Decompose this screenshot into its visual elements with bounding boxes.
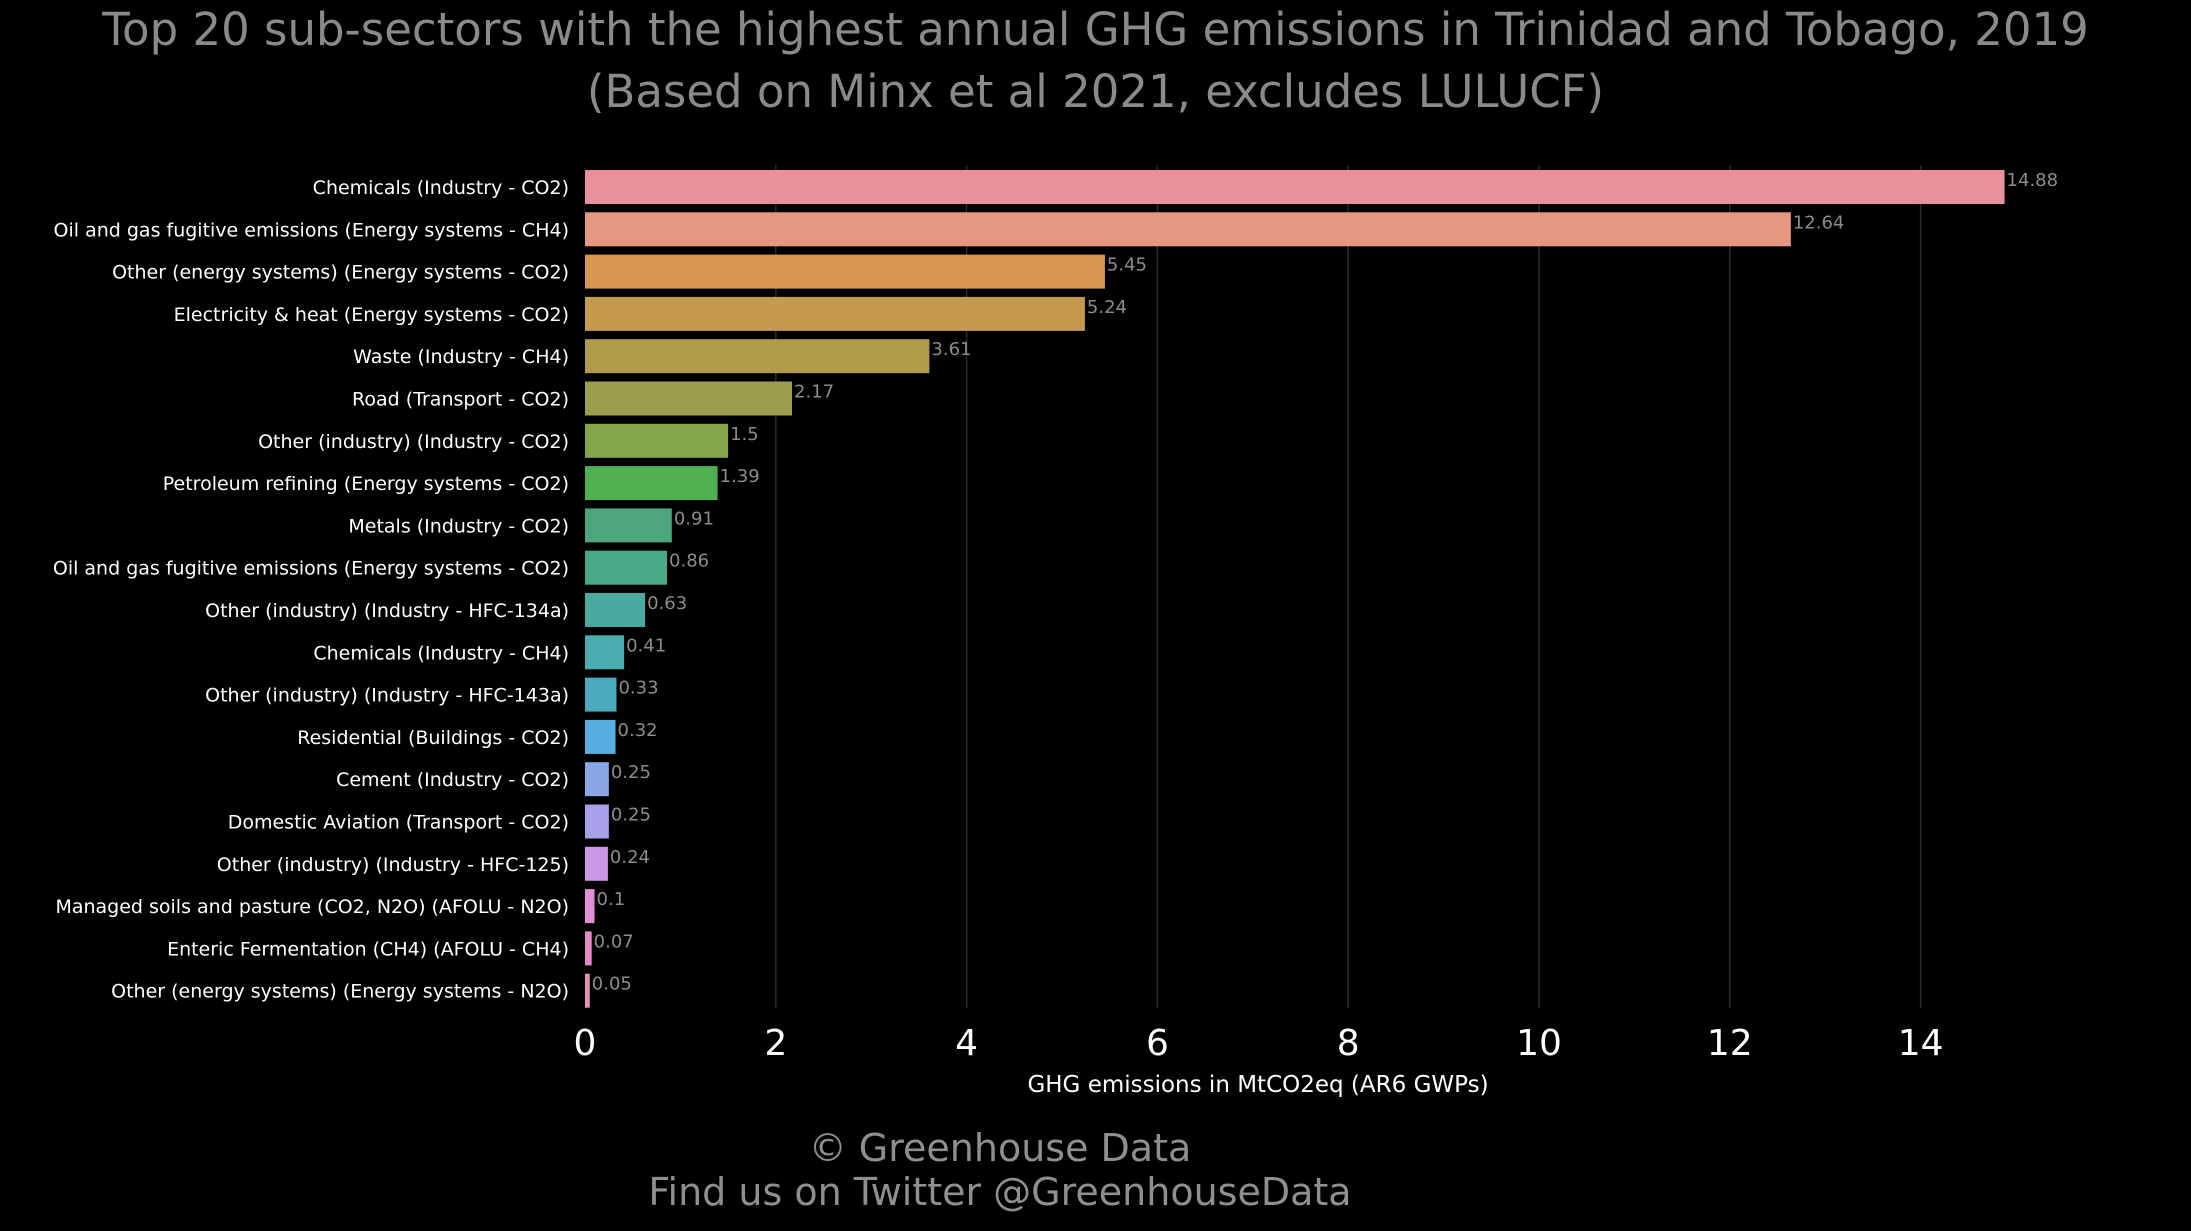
chart-title: Top 20 sub-sectors with the highest annu… bbox=[102, 3, 2089, 56]
x-axis-title: GHG emissions in MtCO2eq (AR6 GWPs) bbox=[1027, 1072, 1488, 1098]
bar bbox=[585, 635, 625, 670]
x-tick-label: 12 bbox=[1707, 1023, 1753, 1064]
category-label: Residential (Buildings - CO2) bbox=[297, 727, 569, 749]
bar bbox=[585, 846, 608, 881]
x-tick-label: 6 bbox=[1146, 1023, 1169, 1064]
bar bbox=[585, 170, 2005, 204]
x-tick-label: 4 bbox=[955, 1023, 978, 1064]
value-label: 0.91 bbox=[674, 508, 714, 529]
bar bbox=[585, 973, 590, 1008]
value-label: 0.25 bbox=[611, 805, 651, 826]
category-label: Oil and gas fugitive emissions (Energy s… bbox=[54, 219, 569, 241]
chart-subtitle: (Based on Minx et al 2021, excludes LULU… bbox=[586, 65, 1605, 118]
value-label: 5.45 bbox=[1107, 255, 1147, 276]
category-label: Domestic Aviation (Transport - CO2) bbox=[228, 812, 569, 834]
value-label: 0.86 bbox=[669, 551, 709, 572]
value-label: 0.25 bbox=[611, 762, 651, 783]
bar bbox=[585, 212, 1791, 247]
bar bbox=[585, 254, 1105, 289]
value-label: 0.33 bbox=[618, 678, 658, 699]
bar bbox=[585, 677, 617, 712]
category-label: Metals (Industry - CO2) bbox=[348, 515, 569, 537]
category-label: Road (Transport - CO2) bbox=[352, 389, 569, 411]
value-label: 0.24 bbox=[610, 847, 650, 868]
category-labels: Chemicals (Industry - CO2) Oil and gas fu… bbox=[53, 177, 569, 1003]
category-label: Petroleum refining (Energy systems - CO2… bbox=[163, 473, 569, 495]
bars bbox=[585, 170, 2005, 1008]
x-axis-ticks: 0 2 4 6 8 10 12 14 bbox=[574, 1023, 1944, 1064]
bar bbox=[585, 593, 646, 627]
bar bbox=[585, 762, 609, 797]
category-label: Enteric Fermentation (CH4) (AFOLU - CH4) bbox=[167, 938, 569, 960]
value-label: 1.39 bbox=[720, 466, 760, 487]
value-label: 0.32 bbox=[618, 720, 658, 741]
twitter-credit-line: Find us on Twitter @GreenhouseData bbox=[648, 1170, 1352, 1214]
category-label: Other (industry) (Industry - HFC-143a) bbox=[205, 685, 569, 707]
value-label: 0.41 bbox=[626, 635, 666, 656]
bar bbox=[585, 466, 718, 501]
value-label: 0.63 bbox=[647, 593, 687, 614]
x-tick-label: 2 bbox=[764, 1023, 787, 1064]
category-label: Other (industry) (Industry - CO2) bbox=[258, 431, 569, 453]
category-label: Chemicals (Industry - CO2) bbox=[313, 177, 569, 199]
x-tick-label: 14 bbox=[1898, 1023, 1944, 1064]
category-label: Other (energy systems) (Energy systems -… bbox=[111, 981, 569, 1003]
value-label: 12.64 bbox=[1793, 212, 1845, 233]
bar bbox=[585, 423, 729, 458]
category-label: Other (industry) (Industry - HFC-125) bbox=[217, 854, 569, 876]
category-label: Other (energy systems) (Energy systems -… bbox=[112, 262, 569, 284]
value-label: 1.5 bbox=[730, 424, 759, 445]
bar bbox=[585, 381, 793, 416]
value-label: 14.88 bbox=[2007, 170, 2059, 191]
category-label: Cement (Industry - CO2) bbox=[336, 769, 569, 791]
category-label: Managed soils and pasture (CO2, N2O) (AF… bbox=[55, 896, 569, 918]
value-label: 0.05 bbox=[592, 974, 632, 995]
credit-line: © Greenhouse Data bbox=[808, 1126, 1192, 1170]
value-label: 0.1 bbox=[597, 889, 626, 910]
value-labels: 14.88 12.64 5.45 5.24 3.61 2.17 1.5 1.39 0.91 0.8… bbox=[592, 170, 2058, 995]
category-label: Chemicals (Industry - CH4) bbox=[313, 642, 569, 664]
category-label: Oil and gas fugitive emissions (Energy s… bbox=[53, 558, 569, 580]
bar bbox=[585, 931, 592, 966]
bar bbox=[585, 719, 616, 754]
category-label: Waste (Industry - CH4) bbox=[353, 346, 569, 368]
value-label: 3.61 bbox=[931, 339, 971, 360]
bar bbox=[585, 339, 930, 374]
bar bbox=[585, 550, 668, 585]
bar bbox=[585, 296, 1085, 331]
x-tick-label: 8 bbox=[1337, 1023, 1360, 1064]
bar bbox=[585, 889, 595, 924]
x-tick-label: 10 bbox=[1516, 1023, 1562, 1064]
value-label: 2.17 bbox=[794, 382, 834, 403]
gridlines bbox=[775, 165, 1922, 1008]
x-tick-label: 0 bbox=[574, 1023, 597, 1064]
category-label: Electricity & heat (Energy systems - CO2… bbox=[174, 304, 569, 326]
bar bbox=[585, 804, 609, 839]
value-label: 0.07 bbox=[594, 931, 634, 952]
bar bbox=[585, 508, 672, 543]
category-label: Other (industry) (Industry - HFC-134a) bbox=[205, 600, 569, 622]
value-label: 5.24 bbox=[1087, 297, 1127, 318]
